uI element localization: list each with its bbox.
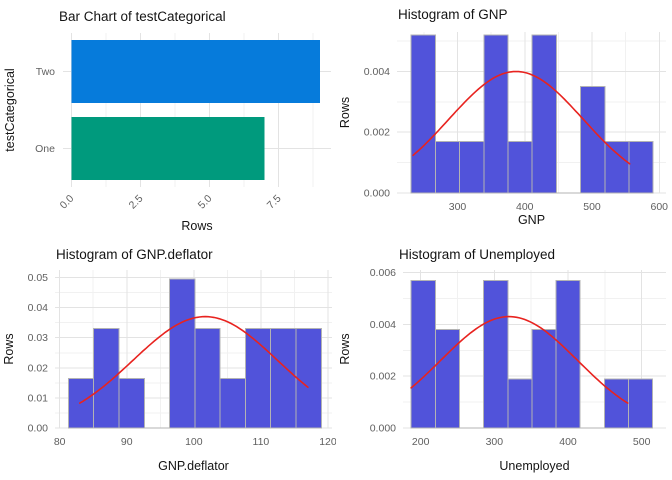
- category-bar: [71, 39, 320, 104]
- histogram-bar: [531, 329, 557, 429]
- histogram-bar: [604, 140, 630, 194]
- histogram-bar: [555, 279, 581, 429]
- x-axis-title: GNP.deflator: [158, 459, 229, 473]
- y-tick-label: 0.006: [370, 267, 396, 279]
- x-tick-label: 120: [319, 436, 336, 448]
- chart-title: Histogram of GNP: [398, 7, 508, 22]
- x-tick-label: 90: [121, 436, 133, 448]
- x-tick-label: 600: [651, 201, 669, 213]
- x-tick-label: 400: [516, 201, 534, 213]
- histogram-bar: [507, 140, 533, 194]
- x-tick-label: 200: [412, 436, 430, 448]
- histogram-bar: [169, 278, 196, 429]
- x-tick-label: 500: [583, 201, 601, 213]
- y-tick-label: 0.03: [28, 332, 49, 344]
- histogram-svg: 300 400 500 600 0.000 0.002 0.004 Histogram of …: [338, 7, 669, 227]
- y-axis-title: testCategorical: [3, 68, 17, 151]
- histogram-bar: [628, 140, 654, 194]
- x-axis-title: Unemployed: [499, 459, 569, 473]
- x-tick-label: 100: [185, 436, 203, 448]
- y-tick-label: 0.002: [370, 371, 396, 383]
- category-bar: [71, 116, 265, 181]
- panel-histogram-gnp-deflator: 80 90 100 110 120 0.00 0.01 0.02 0.03 0.04 0.05 His…: [0, 240, 337, 480]
- histogram-bar: [531, 34, 557, 194]
- y-tick-label: 0.002: [364, 127, 390, 139]
- x-axis-title: GNP: [518, 213, 545, 227]
- x-tick-label: 5.0: [196, 193, 215, 212]
- x-tick-label: 300: [486, 436, 504, 448]
- density-curve: [79, 315, 309, 404]
- histogram-svg: 80 90 100 110 120 0.00 0.01 0.02 0.03 0.04 0.05 His…: [2, 247, 337, 473]
- histogram-bar: [628, 378, 654, 429]
- histogram-svg: 200 300 400 500 0.000 0.002 0.004 0.006Histogra…: [338, 247, 666, 473]
- histogram-bar: [483, 34, 509, 194]
- y-tick-label: 0.05: [28, 272, 49, 284]
- y-tick-label: 0.04: [28, 302, 49, 314]
- y-tick-label: Two: [36, 66, 55, 78]
- y-tick-label: One: [35, 143, 55, 155]
- x-tick-label: 110: [253, 436, 270, 448]
- x-tick-label: 400: [559, 436, 577, 448]
- histogram-bar: [93, 328, 120, 429]
- y-tick-label: 0.02: [28, 362, 49, 374]
- y-tick-label: 0.000: [364, 188, 390, 200]
- density-curve: [410, 315, 629, 404]
- x-tick-label: 80: [54, 436, 66, 448]
- y-tick-label: 0.01: [28, 392, 49, 404]
- histogram-bar: [410, 34, 436, 194]
- histogram-bar: [118, 377, 145, 429]
- y-axis-title: Rows: [2, 333, 16, 364]
- chart-title: Bar Chart of testCategorical: [59, 9, 226, 24]
- bar-chart-svg: Two One 0.0 2.5 5.0 7.5 Bar Chart of testCateg…: [3, 9, 331, 233]
- histogram-bar: [580, 86, 606, 194]
- histogram-bar: [507, 378, 533, 429]
- histogram-bar: [244, 328, 272, 429]
- density-curve: [412, 70, 631, 165]
- y-tick-label: 0.004: [364, 66, 390, 78]
- x-tick-label: 2.5: [127, 193, 146, 212]
- histogram-bar: [194, 328, 221, 429]
- panel-bar-chart-testcategorical: Two One 0.0 2.5 5.0 7.5 Bar Chart of testCateg…: [0, 0, 336, 240]
- histogram-bar: [434, 329, 460, 429]
- x-tick-label: 300: [449, 201, 467, 213]
- histogram-bar: [219, 377, 246, 429]
- histogram-bar: [483, 279, 509, 429]
- panel-histogram-gnp: 300 400 500 600 0.000 0.002 0.004 Histogram of …: [336, 0, 672, 240]
- x-tick-label: 7.5: [265, 193, 284, 212]
- y-axis-title: Rows: [338, 97, 352, 128]
- chart-title: Histogram of GNP.deflator: [56, 247, 213, 262]
- histogram-bar: [434, 140, 461, 194]
- histogram-bar: [459, 140, 485, 194]
- panel-histogram-unemployed: 200 300 400 500 0.000 0.002 0.004 0.006 Histogra…: [336, 240, 672, 480]
- y-tick-label: 0.00: [28, 423, 49, 435]
- histogram-bar: [410, 279, 436, 429]
- y-tick-label: 0.000: [370, 423, 396, 435]
- x-tick-label: 500: [633, 436, 651, 448]
- chart-title: Histogram of Unemployed: [399, 247, 555, 262]
- histogram-bar: [603, 378, 630, 429]
- y-axis-title: Rows: [338, 333, 352, 364]
- histogram-bar: [270, 328, 297, 429]
- y-tick-label: 0.004: [370, 319, 396, 331]
- x-tick-label: 0.0: [58, 193, 77, 212]
- histogram-bar: [295, 328, 322, 429]
- x-axis-title: Rows: [181, 219, 212, 233]
